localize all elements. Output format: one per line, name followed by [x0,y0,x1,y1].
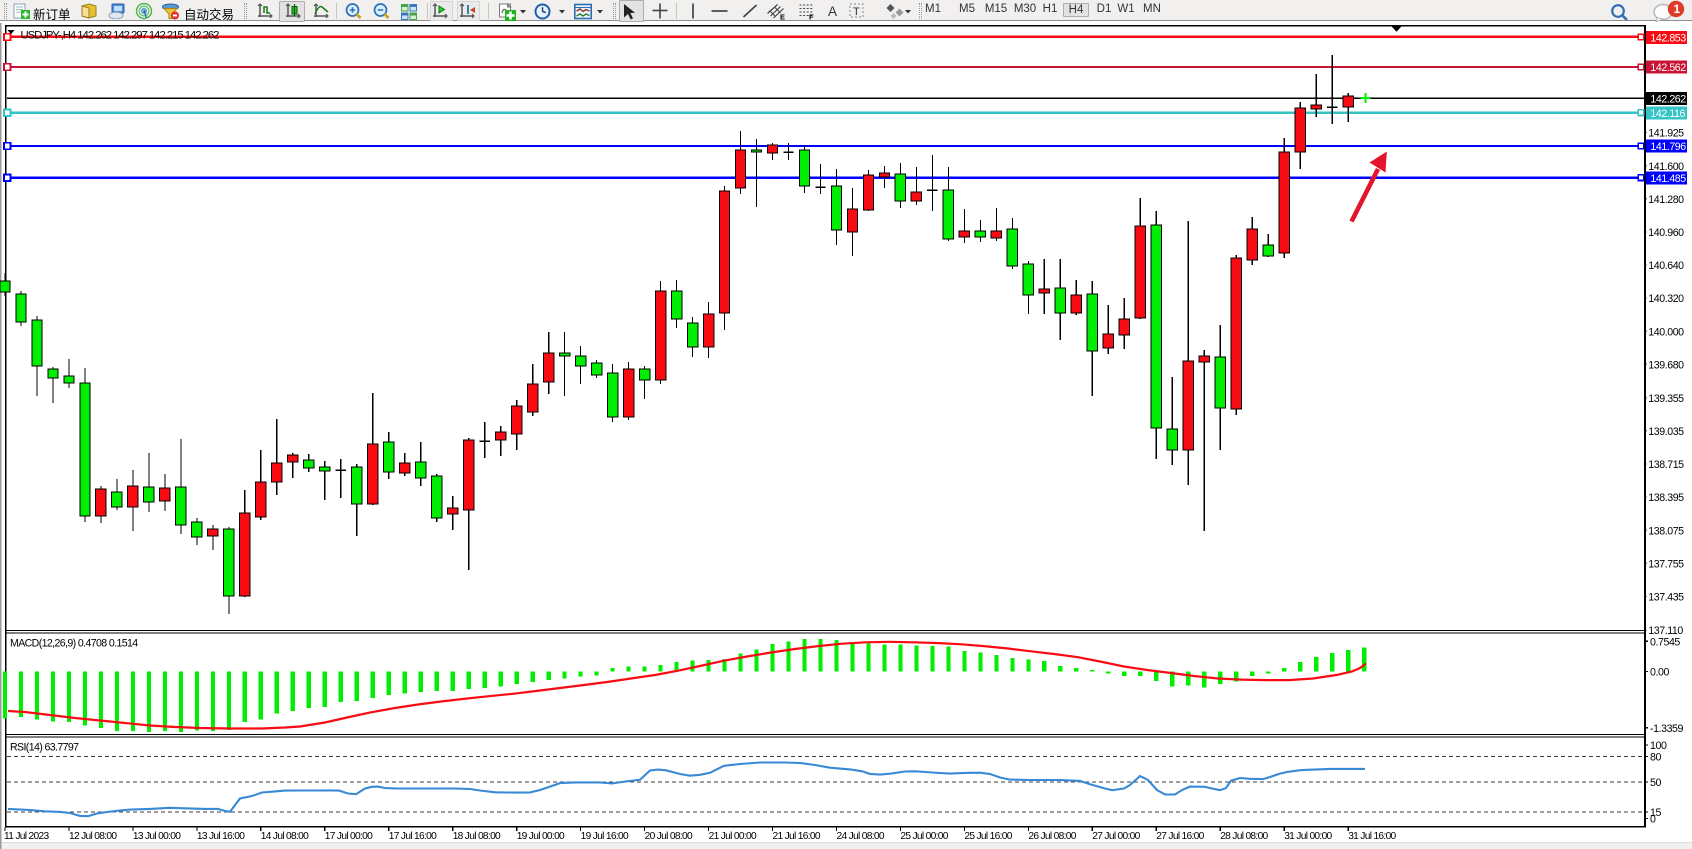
svg-text:14 Jul 08:00: 14 Jul 08:00 [261,831,309,842]
svg-text:0: 0 [1650,814,1656,826]
svg-text:100: 100 [1650,740,1667,752]
svg-text:1: 1 [1674,2,1681,16]
svg-text:137.435: 137.435 [1648,592,1684,604]
svg-text:140.000: 140.000 [1648,326,1684,338]
svg-text:142.562: 142.562 [1650,62,1686,74]
svg-text:141.280: 141.280 [1648,194,1684,206]
svg-text:141.796: 141.796 [1650,141,1686,153]
svg-text:0.00: 0.00 [1650,666,1669,678]
svg-text:21 Jul 16:00: 21 Jul 16:00 [773,831,821,842]
svg-text:13 Jul 00:00: 13 Jul 00:00 [133,831,181,842]
svg-text:17 Jul 16:00: 17 Jul 16:00 [389,831,437,842]
svg-text:15: 15 [1650,807,1661,819]
svg-text:19 Jul 16:00: 19 Jul 16:00 [581,831,629,842]
svg-text:137.755: 137.755 [1648,558,1684,570]
svg-text:142.853: 142.853 [1650,32,1686,44]
svg-text:26 Jul 08:00: 26 Jul 08:00 [1028,831,1076,842]
svg-text:11 Jul 2023: 11 Jul 2023 [4,831,49,842]
svg-text:F: F [809,13,814,22]
svg-text:0.7545: 0.7545 [1650,636,1680,648]
svg-text:80: 80 [1650,751,1661,763]
svg-text:50: 50 [1650,777,1661,789]
svg-text:19 Jul 00:00: 19 Jul 00:00 [517,831,565,842]
svg-text:25 Jul 00:00: 25 Jul 00:00 [900,831,948,842]
svg-text:141.600: 141.600 [1648,161,1684,173]
svg-text:138.075: 138.075 [1648,525,1684,537]
svg-text:T: T [853,6,860,18]
svg-text:27 Jul 16:00: 27 Jul 16:00 [1156,831,1204,842]
svg-text:140.960: 140.960 [1648,227,1684,239]
svg-text:139.355: 139.355 [1648,393,1684,405]
svg-text:-1.3359: -1.3359 [1650,723,1684,735]
svg-text:21 Jul 00:00: 21 Jul 00:00 [709,831,757,842]
svg-text:141.485: 141.485 [1650,173,1686,185]
svg-text:RSI(14) 63.7797: RSI(14) 63.7797 [10,742,79,754]
svg-text:13 Jul 16:00: 13 Jul 16:00 [197,831,245,842]
svg-text:138.395: 138.395 [1648,492,1684,504]
svg-text:25 Jul 16:00: 25 Jul 16:00 [964,831,1012,842]
svg-text:USDJPY-,H4 142.262 142.297 14: USDJPY-,H4 142.262 142.297 142.215 142.2… [21,30,220,42]
svg-text:142.116: 142.116 [1650,108,1685,120]
svg-text:E: E [780,13,785,21]
svg-text:MACD(12,26,9) 0.4708 0.1514: MACD(12,26,9) 0.4708 0.1514 [10,638,138,650]
svg-text:12 Jul 08:00: 12 Jul 08:00 [69,831,117,842]
svg-text:20 Jul 08:00: 20 Jul 08:00 [645,831,693,842]
svg-text:31 Jul 16:00: 31 Jul 16:00 [1348,831,1396,842]
svg-text:141.925: 141.925 [1648,128,1684,140]
svg-text:17 Jul 00:00: 17 Jul 00:00 [325,831,373,842]
svg-text:137.110: 137.110 [1648,625,1683,637]
svg-text:18 Jul 08:00: 18 Jul 08:00 [453,831,501,842]
svg-text:138.715: 138.715 [1648,459,1684,471]
svg-text:139.035: 139.035 [1648,426,1684,438]
svg-text:140.640: 140.640 [1648,260,1684,272]
svg-text:24 Jul 08:00: 24 Jul 08:00 [837,831,885,842]
svg-text:28 Jul 08:00: 28 Jul 08:00 [1220,831,1268,842]
svg-text:140.320: 140.320 [1648,293,1684,305]
svg-text:27 Jul 00:00: 27 Jul 00:00 [1092,831,1140,842]
svg-text:142.262: 142.262 [1650,93,1686,105]
svg-text:31 Jul 00:00: 31 Jul 00:00 [1284,831,1332,842]
svg-text:139.680: 139.680 [1648,359,1684,371]
